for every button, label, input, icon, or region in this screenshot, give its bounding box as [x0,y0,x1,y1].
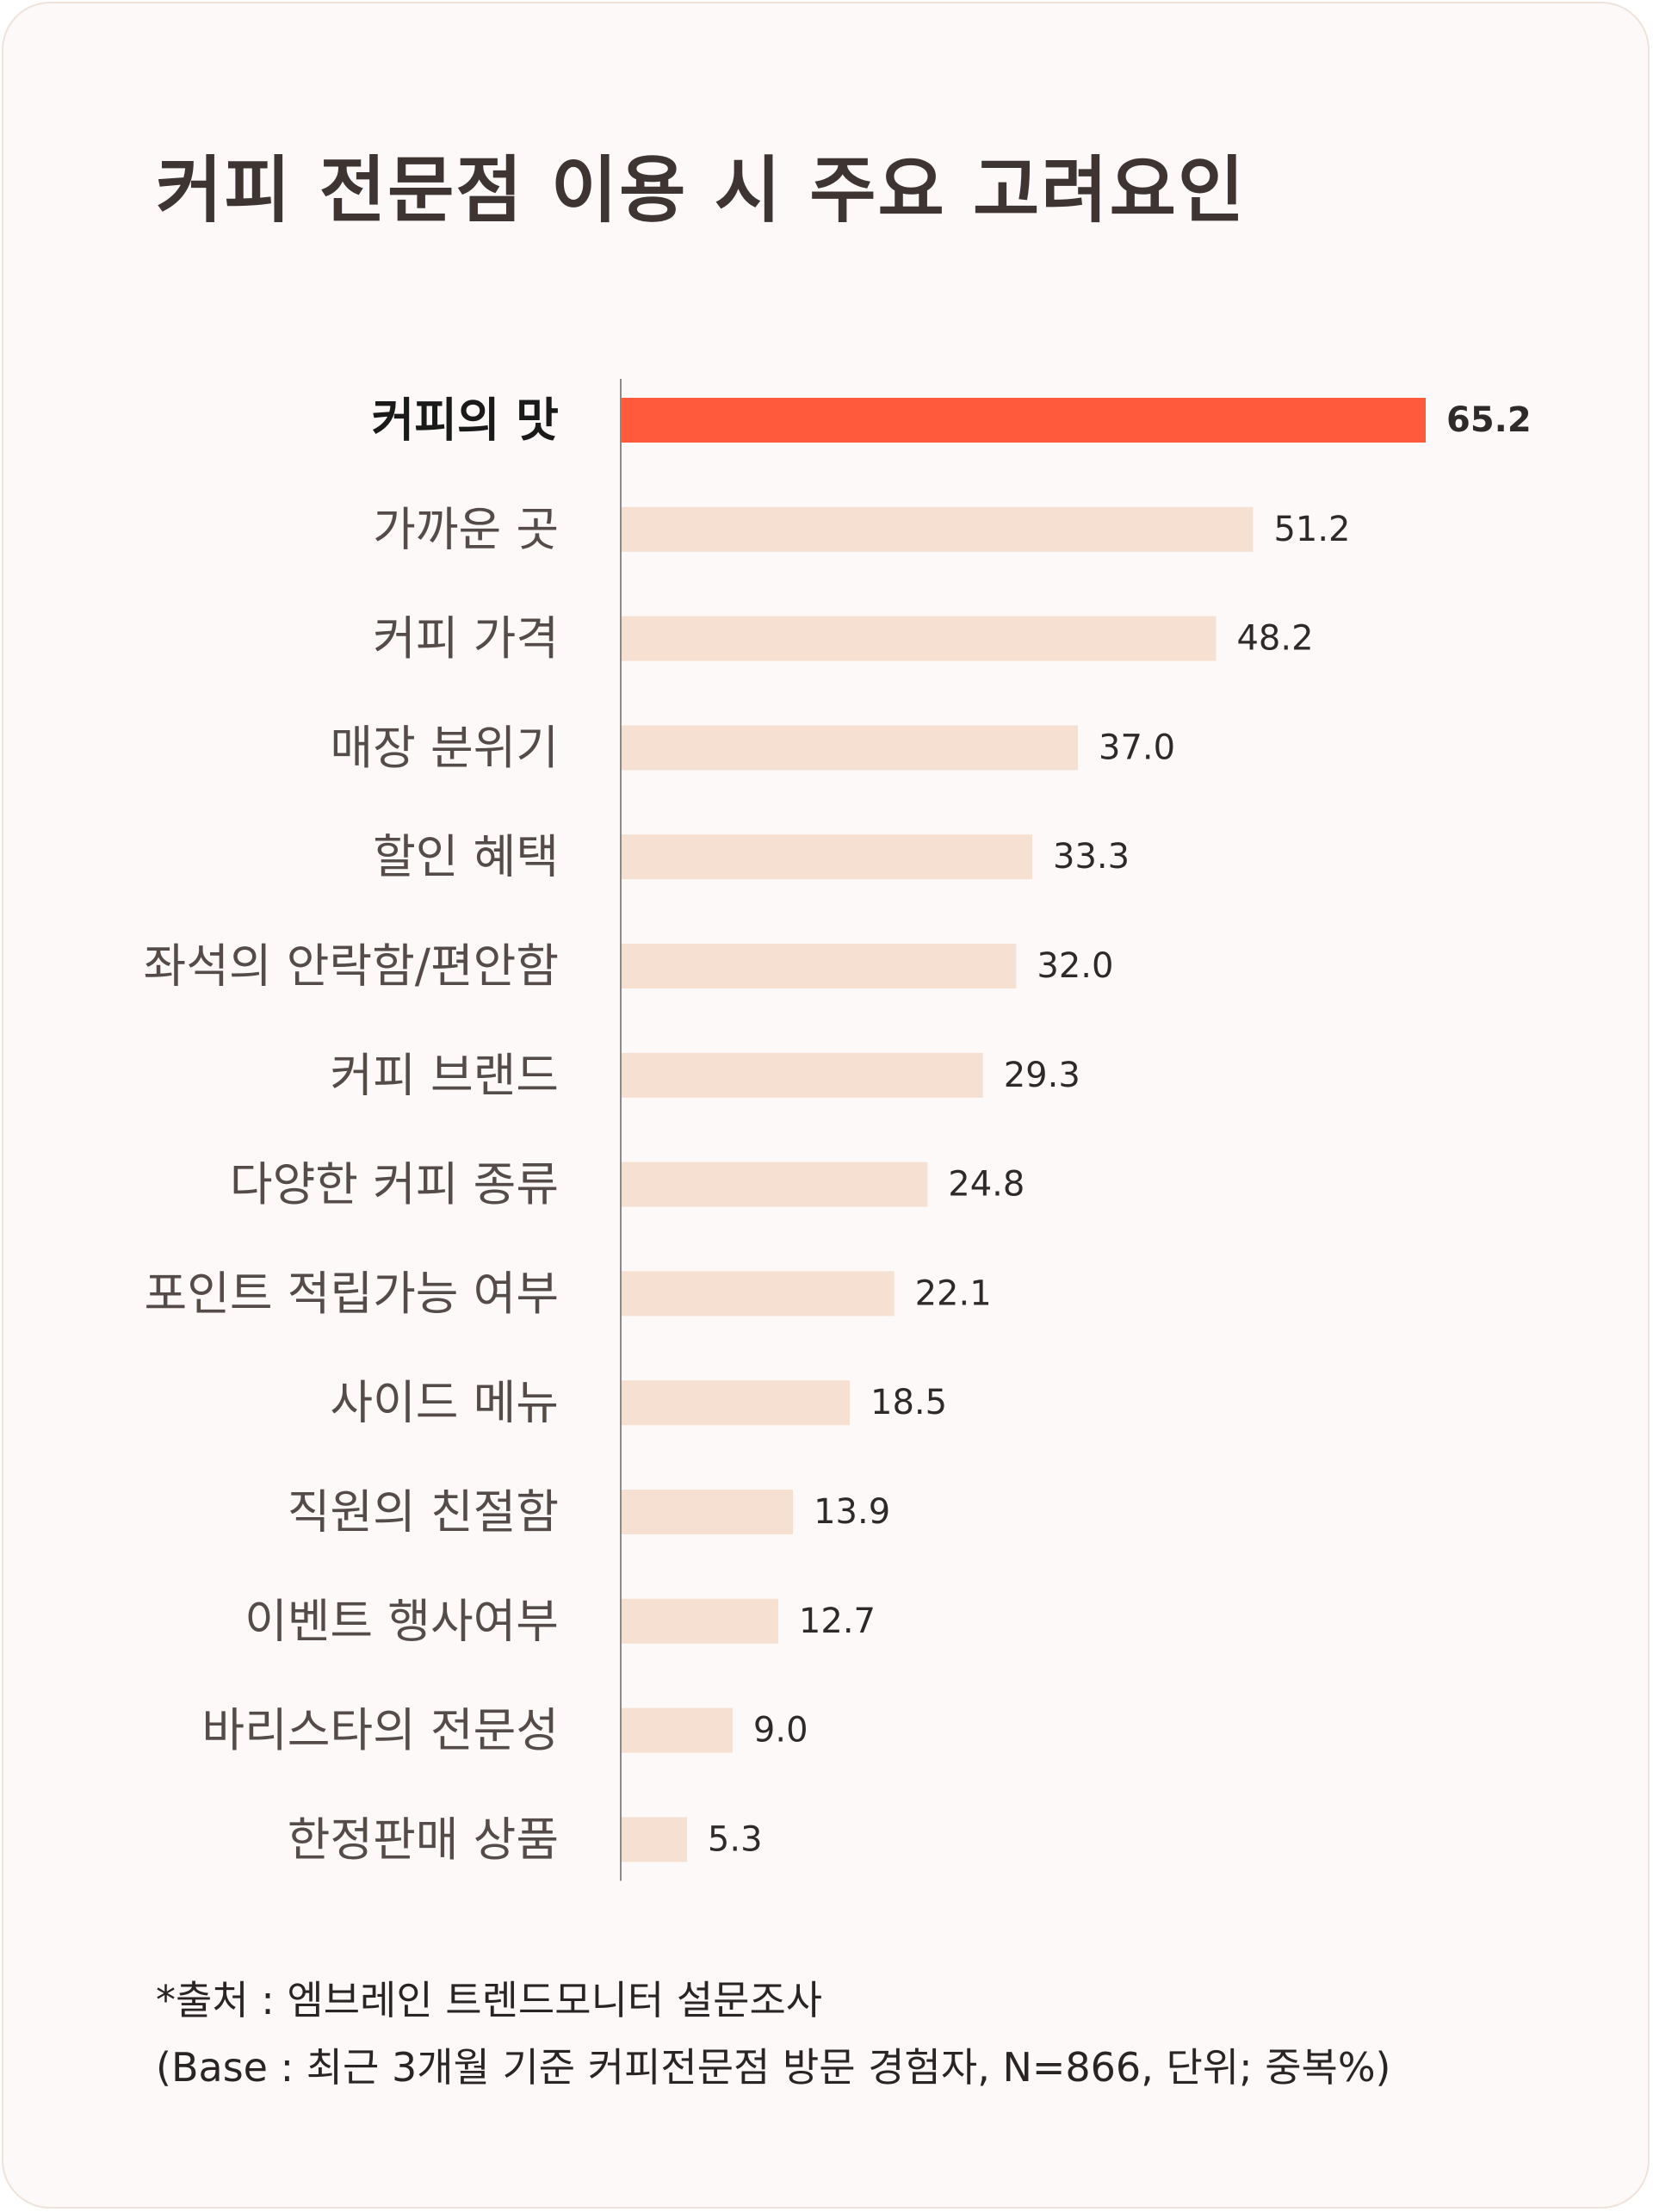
bar [622,1380,851,1426]
category-label: 할인 혜택 [373,830,559,884]
category-label: 가까운 곳 [373,502,559,556]
value-label: 51.2 [1273,510,1350,549]
bar [622,725,1079,771]
value-label: 13.9 [814,1492,890,1532]
value-label: 22.1 [915,1273,992,1313]
chart-title: 커피 전문점 이용 시 주요 고려요인 [156,148,1247,232]
value-label: 12.7 [799,1602,876,1641]
value-label: 24.8 [948,1165,1025,1205]
bar [622,944,1017,988]
category-label: 커피의 맛 [371,393,559,448]
bar [622,398,1426,443]
bar [622,1707,733,1753]
source-text: *출처 : 엠브레인 트렌드모니터 설문조사 [156,1977,823,2023]
value-label: 65.2 [1446,400,1532,440]
category-label: 한정판매 상품 [288,1812,559,1867]
category-label: 포인트 적립가능 여부 [145,1267,559,1321]
bar [622,1162,928,1207]
base-text: (Base : 최근 3개월 기준 커피전문점 방문 경험자, N=866, 단… [156,2044,1391,2091]
bar [622,616,1217,661]
value-label: 37.0 [1099,728,1175,767]
value-label: 33.3 [1053,837,1130,877]
bar [622,1490,794,1534]
bar [622,1052,983,1098]
category-label: 커피 브랜드 [330,1048,559,1102]
category-label: 다양한 커피 종류 [230,1157,559,1211]
value-label: 29.3 [1004,1056,1080,1095]
category-label: 커피 가격 [373,611,559,666]
value-label: 5.3 [708,1819,763,1859]
category-label: 직원의 친절함 [288,1485,559,1540]
category-label: 매장 분위기 [330,721,559,775]
value-label: 9.0 [753,1711,808,1750]
bar [622,1598,778,1644]
value-label: 48.2 [1236,619,1313,659]
bar [622,834,1033,880]
bar [622,1271,895,1317]
source-note: *출처 : 엠브레인 트렌드모니터 설문조사 (Base : 최근 3개월 기준… [156,1967,1391,2101]
value-label: 18.5 [870,1383,947,1422]
category-label: 이벤트 행사여부 [245,1594,559,1648]
bar-chart: 커피의 맛 65.2 가까운 곳 51.2 커피 가격 48.2 매장 분위기 37.0 할인 … [144,379,1532,1881]
value-label: 32.0 [1037,946,1113,986]
category-label: 사이드 메뉴 [330,1376,559,1430]
category-label: 좌석의 안락함/편안함 [144,939,559,994]
bar [622,506,1254,552]
bar [622,1817,687,1862]
category-label: 바리스타의 전문성 [201,1703,559,1757]
